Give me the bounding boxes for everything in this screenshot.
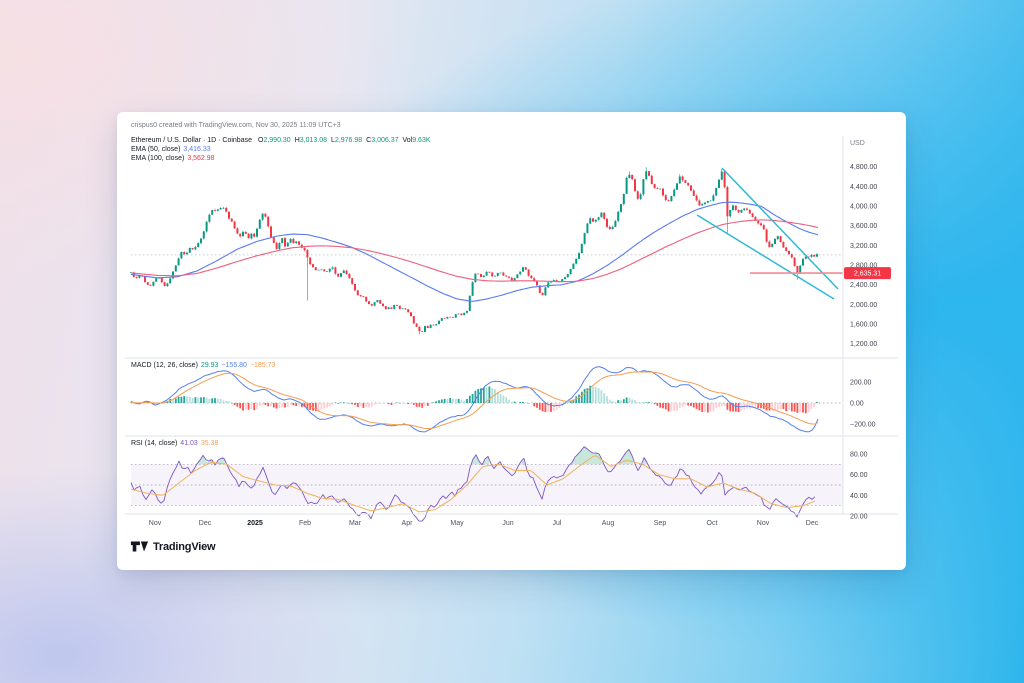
svg-text:20.00: 20.00 [850,514,868,521]
price-axis-labels: USD 4,800.00 4,400.00 4,000.00 3,600.00 3,200… [850,140,877,521]
time-axis-labels: Nov Dec 2025 Feb Mar Apr May Jun Jul Aug Sep Oct Nov… [149,520,819,527]
svg-text:Apr: Apr [402,520,414,527]
ohlc-open-value: 2,990.30 [263,137,291,144]
rsi-legend: RSI (14, close) 41.03 35.38 [131,439,218,448]
tradingview-logo-text: TradingView [153,540,216,553]
rsi-line [130,446,816,522]
svg-text:4,800.00: 4,800.00 [850,164,877,171]
ohlc-high-key: H [294,137,300,144]
svg-text:Dec: Dec [199,520,212,527]
tradingview-logo[interactable]: TradingView [130,540,216,553]
svg-text:4,400.00: 4,400.00 [850,184,877,191]
rsi-ma-line [130,455,816,513]
symbol-legend: Ethereum / U.S. Dollar · 1D · Coinbase O2… [131,136,431,163]
svg-text:Oct: Oct [707,520,718,527]
ohlc-low-value: 2,976.98 [334,137,363,144]
currency-label: USD [850,140,865,147]
macd-line [130,366,819,433]
trendline-1[interactable] [721,167,839,290]
svg-text:Nov: Nov [149,520,162,527]
ema50-line [130,201,819,302]
ohlc-close-key: C [366,137,372,144]
ohlc-open-key: O [258,137,264,144]
svg-text:1,600.00: 1,600.00 [850,322,877,329]
svg-text:60.00: 60.00 [850,472,868,479]
svg-text:3,200.00: 3,200.00 [850,243,877,250]
svg-text:Mar: Mar [349,520,362,527]
svg-text:2,000.00: 2,000.00 [850,302,877,309]
symbol-title[interactable]: Ethereum / U.S. Dollar · 1D · Coinbase [131,137,252,144]
svg-text:3,600.00: 3,600.00 [850,223,877,230]
chart-canvas[interactable]: USD 4,800.00 4,400.00 4,000.00 3,600.00 3,200… [117,112,906,570]
tradingview-logo-icon [130,541,149,552]
ema100-line [130,219,819,283]
macd-signal-value: −185.73 [249,362,276,369]
svg-text:Dec: Dec [806,520,819,527]
trendline-2[interactable] [696,214,835,300]
macd-histogram [130,385,818,414]
svg-text:−200.00: −200.00 [850,422,876,429]
svg-text:May: May [450,520,464,527]
svg-text:Jul: Jul [553,520,562,527]
ohlc-high-value: 3,013.08 [299,137,328,144]
svg-text:0.00: 0.00 [850,401,864,408]
attribution-text: crispus0 created with TradingView.com, N… [131,122,341,129]
svg-text:80.00: 80.00 [850,452,868,459]
rsi-label[interactable]: RSI (14, close) [131,440,178,447]
ema50-label[interactable]: EMA (50, close) [131,146,181,153]
chart-card: crispus0 created with TradingView.com, N… [117,112,906,570]
signal-line [130,371,819,430]
svg-text:2025: 2025 [247,520,263,527]
svg-text:2,800.00: 2,800.00 [850,263,877,270]
price-tag: 2,635.31 [844,267,891,280]
ema100-value: 3,562.98 [187,155,215,162]
ohlc-low-key: L [331,137,335,144]
svg-text:1,200.00: 1,200.00 [850,341,877,348]
ema50-value: 3,416.33 [183,146,211,153]
volume-value: 9.63K [412,137,431,144]
macd-label[interactable]: MACD (12, 26, close) [131,362,198,369]
macd-legend: MACD (12, 26, close) 29.93 −155.80 −185.73 [131,361,275,370]
ema100-label[interactable]: EMA (100, close) [131,155,185,162]
rsi-value: 41.03 [180,440,198,447]
macd-line-value: −155.80 [221,362,247,369]
svg-text:Feb: Feb [299,520,311,527]
svg-text:200.00: 200.00 [850,380,872,387]
rsi-ma-value: 35.38 [200,440,219,447]
ohlc-close-value: 3,006.37 [371,137,399,144]
svg-text:Jun: Jun [502,520,513,527]
volume-key: Vol [402,137,413,144]
svg-text:2,635.31: 2,635.31 [854,271,881,278]
rsi-pane [131,445,843,507]
candlestick-series [130,167,818,335]
svg-text:40.00: 40.00 [850,493,868,500]
svg-text:Aug: Aug [602,520,615,527]
svg-text:Sep: Sep [654,520,667,527]
svg-text:2,400.00: 2,400.00 [850,282,877,289]
svg-text:4,000.00: 4,000.00 [850,204,877,211]
svg-text:Nov: Nov [757,520,770,527]
macd-histogram-value: 29.93 [200,362,219,369]
